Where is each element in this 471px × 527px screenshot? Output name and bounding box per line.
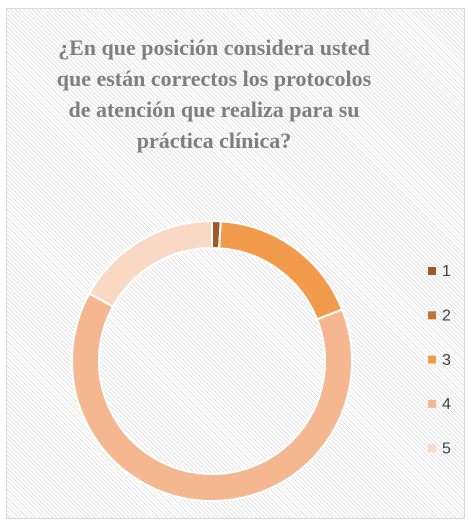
legend-swatch	[428, 355, 436, 364]
legend-label: 4	[442, 396, 451, 413]
legend-swatch	[428, 311, 436, 320]
legend-swatch	[428, 444, 436, 453]
donut-segment	[218, 220, 344, 321]
legend-label: 3	[442, 352, 451, 369]
donut-segment	[71, 292, 353, 502]
chart-area	[6, 8, 465, 519]
legend-swatch	[428, 267, 436, 275]
legend-label: 5	[442, 440, 451, 457]
legend-label: 2	[442, 308, 451, 325]
chart-title: ¿En que posición considera usted que est…	[56, 35, 372, 153]
donut-segment	[87, 219, 213, 308]
legend-label: 1	[442, 263, 451, 280]
legend-swatch	[428, 399, 436, 408]
